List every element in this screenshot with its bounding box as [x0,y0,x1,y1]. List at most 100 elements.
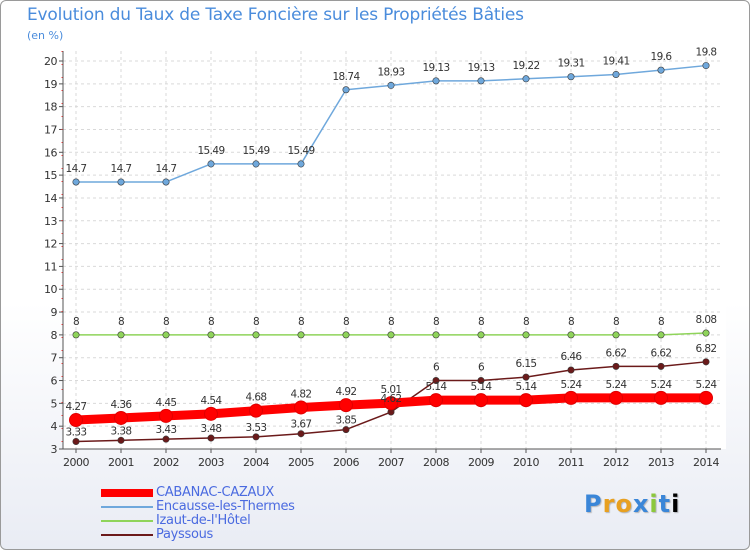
legend: CABANAC-CAZAUX Encausse-les-Thermes Izau… [101,486,295,542]
data-point-encausse-les-thermes [522,75,530,83]
y-tick-label: 9 [51,306,58,319]
data-point-payssous [477,377,485,385]
y-tick-label: 10 [44,283,57,296]
data-point-payssous [162,435,170,443]
legend-swatch-encausse-les-thermes [101,505,153,508]
legend-item-payssous[interactable]: Payssous [101,528,295,542]
data-label-payssous: 6.15 [516,358,537,370]
y-tick-label: 12 [44,238,57,251]
data-point-izaut-de-l-h-tel [522,331,530,339]
x-tick-label: 2010 [513,456,539,469]
data-label-cabanac-cazaux: 5.24 [561,379,583,391]
x-tick-label: 2002 [153,456,179,469]
data-label-cabanac-cazaux: 5.01 [381,384,402,396]
data-point-cabanac-cazaux [159,408,173,423]
data-point-izaut-de-l-h-tel [612,331,620,339]
legend-swatch-izaut-de-l-hotel [101,519,153,522]
data-point-cabanac-cazaux [114,410,128,425]
data-label-cabanac-cazaux: 5.14 [516,381,538,393]
data-label-cabanac-cazaux: 4.45 [156,397,177,409]
x-tick-label: 2011 [558,456,584,469]
data-label-encausse-les-thermes: 15.49 [242,145,269,157]
data-label-payssous: 4.62 [381,393,402,405]
y-tick-label: 8 [51,329,58,342]
data-point-payssous [342,426,350,434]
legend-label: Izaut-de-l'Hôtel [156,513,251,528]
data-label-cabanac-cazaux: 5.24 [696,379,718,391]
data-point-izaut-de-l-h-tel [387,331,395,339]
y-tick-label: 13 [44,215,57,228]
data-label-encausse-les-thermes: 18.93 [377,66,404,78]
data-point-izaut-de-l-h-tel [297,331,305,339]
data-point-cabanac-cazaux [474,393,488,408]
data-point-payssous [252,433,260,441]
data-label-encausse-les-thermes: 14.7 [156,163,177,175]
data-point-cabanac-cazaux [519,393,533,408]
data-point-encausse-les-thermes [342,86,350,94]
data-point-encausse-les-thermes [117,178,125,186]
data-point-encausse-les-thermes [477,77,485,85]
data-point-cabanac-cazaux [429,393,443,408]
data-label-payssous: 6 [478,362,485,374]
data-point-izaut-de-l-h-tel [342,331,350,339]
legend-label: Payssous [156,527,214,542]
data-point-izaut-de-l-h-tel [207,331,215,339]
data-label-cabanac-cazaux: 4.27 [66,401,87,413]
legend-item-izaut-de-l-hotel[interactable]: Izaut-de-l'Hôtel [101,514,295,528]
data-label-encausse-les-thermes: 19.8 [696,47,717,59]
data-point-payssous [702,358,710,366]
x-tick-label: 2001 [108,456,134,469]
data-label-payssous: 6.62 [606,347,627,359]
data-label-cabanac-cazaux: 4.36 [111,399,133,411]
data-label-payssous: 6.62 [651,347,672,359]
data-label-cabanac-cazaux: 4.54 [201,395,223,407]
data-label-payssous: 6.82 [696,343,717,355]
data-label-encausse-les-thermes: 19.22 [512,60,539,72]
data-point-payssous [207,434,215,442]
data-point-cabanac-cazaux [609,390,623,405]
data-point-payssous [297,430,305,438]
y-tick-label: 14 [44,192,57,205]
legend-item-encausse-les-thermes[interactable]: Encausse-les-Thermes [101,500,295,514]
y-tick-label: 5 [51,397,58,410]
data-point-encausse-les-thermes [72,178,80,186]
data-label-izaut-de-l-h-tel: 8 [568,316,574,328]
x-tick-label: 2009 [468,456,494,469]
data-label-encausse-les-thermes: 19.31 [557,58,584,70]
data-point-payssous [432,377,440,385]
data-point-encausse-les-thermes [297,160,305,168]
data-point-izaut-de-l-h-tel [252,331,260,339]
x-tick-label: 2012 [603,456,629,469]
data-label-cabanac-cazaux: 4.82 [291,388,312,400]
data-point-payssous [567,366,575,374]
data-label-izaut-de-l-h-tel: 8 [73,316,79,328]
data-label-encausse-les-thermes: 19.13 [467,62,494,74]
data-label-izaut-de-l-h-tel: 8 [433,316,439,328]
data-point-izaut-de-l-h-tel [162,331,170,339]
legend-item-cabanac-cazaux[interactable]: CABANAC-CAZAUX [101,486,295,500]
data-point-payssous [657,362,665,370]
proxiti-logo: Proxiti [584,490,681,518]
data-label-encausse-les-thermes: 15.49 [197,145,224,157]
data-label-cabanac-cazaux: 5.14 [426,381,448,393]
data-label-izaut-de-l-h-tel: 8 [208,316,214,328]
x-tick-label: 2008 [423,456,449,469]
data-label-cabanac-cazaux: 5.24 [606,379,628,391]
data-label-izaut-de-l-h-tel: 8 [523,316,529,328]
data-label-cabanac-cazaux: 4.92 [336,386,357,398]
x-tick-label: 2007 [378,456,404,469]
data-point-payssous [72,437,80,445]
data-label-cabanac-cazaux: 5.24 [651,379,673,391]
data-point-encausse-les-thermes [387,81,395,89]
data-point-cabanac-cazaux [654,390,668,405]
data-point-cabanac-cazaux [69,413,83,428]
data-label-encausse-les-thermes: 19.13 [422,62,449,74]
y-tick-label: 15 [44,169,57,182]
data-point-cabanac-cazaux [384,396,398,411]
x-tick-label: 2000 [63,456,89,469]
data-point-encausse-les-thermes [702,62,710,70]
legend-label: Encausse-les-Thermes [156,499,295,514]
x-tick-label: 2013 [648,456,674,469]
